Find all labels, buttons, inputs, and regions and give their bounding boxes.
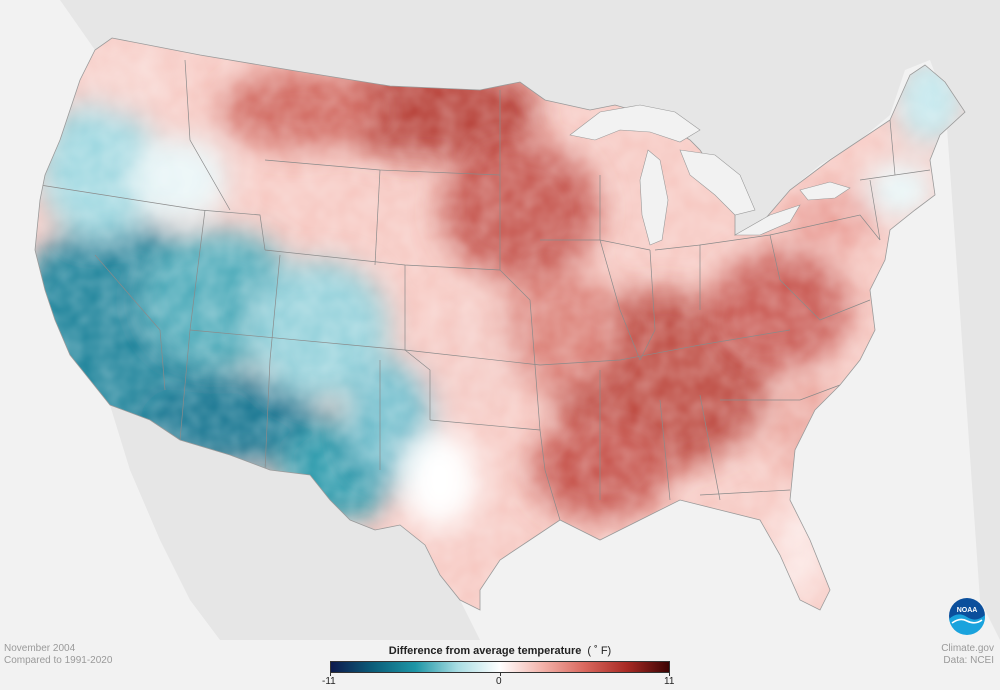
noaa-logo-text: NOAA — [957, 607, 978, 614]
map-canvas — [0, 0, 1000, 640]
baseline-label: Compared to 1991-2020 — [4, 655, 113, 666]
legend-title-text: Difference from average temperature — [388, 645, 582, 657]
canada-landmass — [0, 0, 1000, 640]
legend-tick-max — [669, 673, 670, 676]
temperature-anomaly-map — [0, 0, 1000, 640]
lake-erie — [733, 204, 801, 236]
map-caption: November 2004 Compared to 1991-2020 — [4, 643, 112, 667]
legend-min-label: -11 — [322, 676, 336, 687]
legend-tick-mid — [500, 673, 501, 676]
state-boundaries — [39, 59, 931, 521]
noaa-logo-icon[interactable]: NOAA — [948, 597, 986, 635]
map-credits: Climate.gov Data: NCEI — [941, 643, 994, 667]
great-lakes — [569, 104, 851, 246]
period-label: November 2004 — [4, 643, 76, 654]
source-site-label[interactable]: Climate.gov — [941, 643, 994, 654]
lake-superior — [569, 104, 701, 143]
legend-color-bar — [330, 661, 670, 673]
lake-huron — [679, 149, 756, 216]
lake-ontario — [799, 181, 851, 201]
legend-max-label: 11 — [664, 676, 675, 687]
mexico-landmass — [110, 405, 480, 640]
legend-unit: ( ˚ F) — [587, 645, 612, 657]
legend-title: Difference from average temperature ( ˚ F… — [300, 645, 700, 657]
source-data-label: Data: NCEI — [943, 655, 994, 666]
lake-michigan — [639, 149, 669, 246]
legend-mid-label: 0 — [496, 676, 502, 687]
legend-tick-min — [330, 673, 331, 676]
